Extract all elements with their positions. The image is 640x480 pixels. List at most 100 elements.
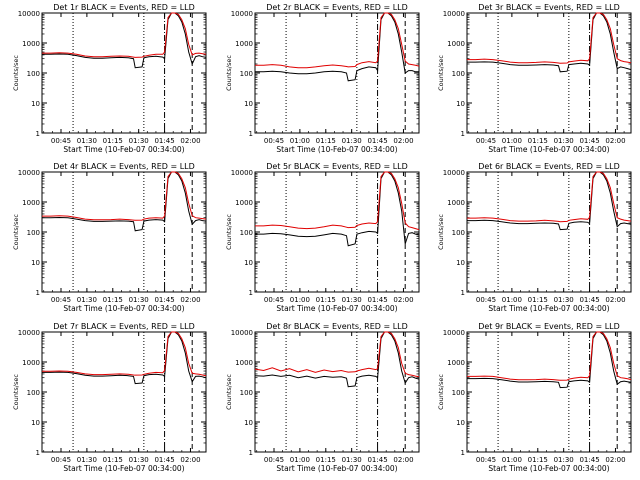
series-line-lld bbox=[255, 12, 420, 69]
x-tick-label: 01:15 bbox=[316, 456, 336, 464]
x-tick-label: 01:30 bbox=[342, 456, 362, 464]
x-tick-label: 00:45 bbox=[51, 456, 71, 464]
x-tick-label: 00:45 bbox=[51, 137, 71, 145]
plot-frame bbox=[41, 331, 207, 453]
x-tick-label: 01:30 bbox=[554, 137, 574, 145]
y-tick-label: 100 bbox=[452, 389, 465, 397]
series-line-lld bbox=[255, 171, 420, 231]
y-axis-label: Counts/sec bbox=[437, 374, 445, 410]
panel-title: Det 2r BLACK = Events, RED = LLD bbox=[266, 3, 408, 12]
x-tick-label: 01:45 bbox=[154, 296, 174, 304]
x-tick-label: 00:45 bbox=[476, 137, 496, 145]
x-tick-label: 01:15 bbox=[103, 137, 123, 145]
y-tick-label: 1 bbox=[36, 449, 40, 457]
y-tick-label: 1 bbox=[36, 289, 40, 297]
y-tick-label: 10000 bbox=[18, 329, 40, 337]
plot-frame bbox=[41, 12, 207, 134]
series-line-events bbox=[255, 171, 420, 247]
x-tick-label: 01:45 bbox=[579, 137, 599, 145]
x-axis-label: Start Time (10-Feb-07 00:34:00) bbox=[63, 304, 184, 313]
x-tick-label: 01:30 bbox=[342, 296, 362, 304]
plot-frame bbox=[466, 12, 632, 134]
panel-det-9r: Det 9r BLACK = Events, RED = LLD 1 10 100 10… bbox=[437, 322, 632, 473]
panel-det-2r: Det 2r BLACK = Events, RED = LLD 1 10 100 10… bbox=[225, 3, 420, 154]
x-tick-label: 01:15 bbox=[103, 456, 123, 464]
series-line-lld bbox=[42, 171, 207, 221]
x-tick-label: 01:30 bbox=[554, 296, 574, 304]
y-tick-label: 1 bbox=[249, 289, 253, 297]
y-tick-label: 1000 bbox=[447, 199, 465, 207]
series-line-events bbox=[42, 331, 207, 385]
x-tick-label: 02:00 bbox=[180, 456, 200, 464]
panel-title: Det 6r BLACK = Events, RED = LLD bbox=[478, 162, 620, 171]
y-tick-label: 1 bbox=[249, 449, 253, 457]
series-line-events bbox=[467, 171, 632, 231]
y-tick-label: 100 bbox=[240, 389, 253, 397]
x-tick-label: 01:30 bbox=[77, 137, 97, 145]
y-tick-label: 1 bbox=[36, 130, 40, 138]
x-axis-label: Start Time (10-Feb-07 00:34:00) bbox=[276, 145, 397, 154]
panel-title: Det 4r BLACK = Events, RED = LLD bbox=[53, 162, 195, 171]
panel-det-4r: Det 4r BLACK = Events, RED = LLD 1 10 100 10… bbox=[12, 162, 207, 313]
plot-frame bbox=[254, 171, 420, 293]
x-tick-label: 00:45 bbox=[264, 296, 284, 304]
y-tick-label: 10 bbox=[31, 259, 40, 267]
x-tick-label: 01:30 bbox=[342, 137, 362, 145]
y-tick-label: 1 bbox=[461, 130, 465, 138]
panel-title: Det 3r BLACK = Events, RED = LLD bbox=[478, 3, 620, 12]
series-line-lld bbox=[467, 331, 632, 381]
x-tick-label: 01:00 bbox=[502, 296, 522, 304]
y-tick-label: 10 bbox=[244, 100, 253, 108]
x-tick-label: 01:30 bbox=[129, 137, 149, 145]
y-tick-label: 1000 bbox=[22, 199, 40, 207]
y-tick-label: 10 bbox=[456, 419, 465, 427]
x-tick-label: 01:15 bbox=[528, 296, 548, 304]
x-tick-label: 02:00 bbox=[393, 137, 413, 145]
y-tick-label: 10 bbox=[456, 100, 465, 108]
x-tick-label: 01:45 bbox=[579, 456, 599, 464]
plot-frame bbox=[466, 171, 632, 293]
series-line-lld bbox=[467, 171, 632, 223]
x-tick-label: 01:30 bbox=[77, 456, 97, 464]
panel-title: Det 7r BLACK = Events, RED = LLD bbox=[53, 322, 195, 331]
x-tick-label: 02:00 bbox=[180, 296, 200, 304]
x-tick-label: 00:45 bbox=[476, 296, 496, 304]
y-tick-label: 1000 bbox=[22, 359, 40, 367]
x-tick-label: 01:45 bbox=[154, 137, 174, 145]
panel-det-6r: Det 6r BLACK = Events, RED = LLD 1 10 100 10… bbox=[437, 162, 632, 313]
x-axis-label: Start Time (10-Feb-07 00:34:00) bbox=[63, 464, 184, 473]
x-tick-label: 00:45 bbox=[51, 296, 71, 304]
series-line-events bbox=[42, 171, 207, 232]
panel-title: Det 1r BLACK = Events, RED = LLD bbox=[53, 3, 195, 12]
y-tick-label: 10000 bbox=[18, 169, 40, 177]
y-tick-label: 10000 bbox=[231, 169, 253, 177]
y-tick-label: 100 bbox=[27, 389, 40, 397]
plot-frame bbox=[254, 12, 420, 134]
x-tick-label: 01:15 bbox=[316, 296, 336, 304]
x-tick-label: 02:00 bbox=[393, 296, 413, 304]
y-tick-label: 10 bbox=[244, 259, 253, 267]
y-tick-label: 1 bbox=[461, 289, 465, 297]
x-axis-label: Start Time (10-Feb-07 00:34:00) bbox=[276, 464, 397, 473]
x-tick-label: 01:15 bbox=[316, 137, 336, 145]
series-line-events bbox=[255, 12, 419, 82]
x-tick-label: 01:45 bbox=[367, 456, 387, 464]
series-line-lld bbox=[42, 331, 207, 377]
series-line-lld bbox=[467, 12, 632, 64]
y-tick-label: 10 bbox=[456, 259, 465, 267]
y-tick-label: 100 bbox=[27, 70, 40, 78]
x-tick-label: 01:45 bbox=[367, 137, 387, 145]
x-tick-label: 02:00 bbox=[605, 137, 625, 145]
y-axis-label: Counts/sec bbox=[437, 214, 445, 250]
x-tick-label: 01:00 bbox=[290, 456, 310, 464]
series-line-events bbox=[467, 331, 632, 389]
x-tick-label: 01:30 bbox=[77, 296, 97, 304]
y-tick-label: 10000 bbox=[231, 10, 253, 18]
series-line-events bbox=[467, 12, 632, 73]
y-tick-label: 1000 bbox=[235, 359, 253, 367]
panel-title: Det 5r BLACK = Events, RED = LLD bbox=[266, 162, 408, 171]
x-tick-label: 02:00 bbox=[605, 296, 625, 304]
x-tick-label: 02:00 bbox=[393, 456, 413, 464]
x-tick-label: 01:45 bbox=[367, 296, 387, 304]
